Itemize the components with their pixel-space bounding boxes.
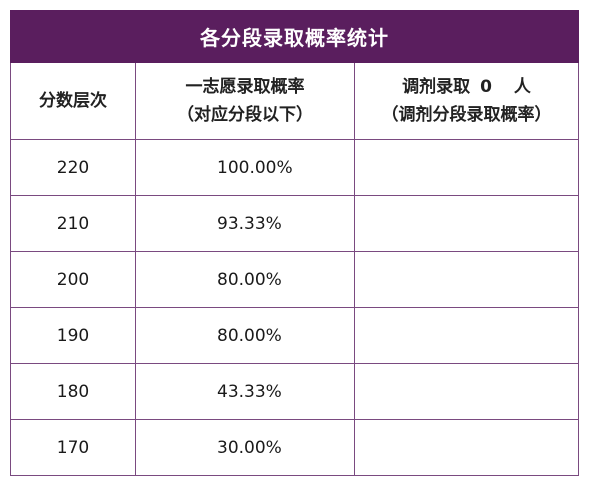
header-adjustment-prefix: 调剂录取 bbox=[402, 77, 471, 97]
table-title: 各分段录取概率统计 bbox=[9, 10, 580, 63]
rate-cell: 100.00% bbox=[135, 139, 355, 196]
adjustment-count: 0 bbox=[480, 77, 492, 97]
admission-probability-table: 各分段录取概率统计 分数层次 一志愿录取概率 （对应分段以下） 调剂录取 0 人 （… bbox=[9, 10, 580, 476]
header-first-choice-rate-line1: 一志愿录取概率 bbox=[185, 77, 305, 97]
score-cell: 200 bbox=[10, 251, 136, 308]
adjust-cell bbox=[353, 251, 580, 308]
table-row: 200 80.00% bbox=[10, 251, 580, 308]
rate-cell: 43.33% bbox=[135, 363, 355, 420]
table-row: 170 30.00% bbox=[10, 419, 580, 476]
score-cell: 220 bbox=[10, 139, 136, 196]
header-score-level: 分数层次 bbox=[10, 62, 136, 140]
adjust-cell bbox=[353, 139, 580, 196]
title-row: 各分段录取概率统计 bbox=[9, 10, 580, 63]
table-row: 210 93.33% bbox=[10, 195, 580, 252]
header-row: 分数层次 一志愿录取概率 （对应分段以下） 调剂录取 0 人 （调剂分段录取概率） bbox=[10, 62, 580, 140]
header-adjustment-line1: 调剂录取 0 人 bbox=[355, 73, 578, 101]
header-adjustment: 调剂录取 0 人 （调剂分段录取概率） bbox=[353, 62, 580, 140]
header-adjustment-line2: （调剂分段录取概率） bbox=[381, 105, 552, 125]
admission-probability-table-container: 各分段录取概率统计 分数层次 一志愿录取概率 （对应分段以下） 调剂录取 0 人 （… bbox=[9, 10, 580, 476]
rate-cell: 80.00% bbox=[135, 307, 355, 364]
adjust-cell bbox=[353, 307, 580, 364]
table-row: 220 100.00% bbox=[10, 139, 580, 196]
score-cell: 170 bbox=[10, 419, 136, 476]
adjust-cell bbox=[353, 195, 580, 252]
table-row: 190 80.00% bbox=[10, 307, 580, 364]
header-first-choice-rate: 一志愿录取概率 （对应分段以下） bbox=[135, 62, 355, 140]
score-cell: 180 bbox=[10, 363, 136, 420]
score-cell: 190 bbox=[10, 307, 136, 364]
rate-cell: 93.33% bbox=[135, 195, 355, 252]
table-row: 180 43.33% bbox=[10, 363, 580, 420]
header-first-choice-rate-line2: （对应分段以下） bbox=[177, 105, 313, 125]
adjust-cell bbox=[353, 363, 580, 420]
rate-cell: 30.00% bbox=[135, 419, 355, 476]
score-cell: 210 bbox=[10, 195, 136, 252]
header-adjustment-suffix: 人 bbox=[513, 77, 531, 97]
adjust-cell bbox=[353, 419, 580, 476]
rate-cell: 80.00% bbox=[135, 251, 355, 308]
